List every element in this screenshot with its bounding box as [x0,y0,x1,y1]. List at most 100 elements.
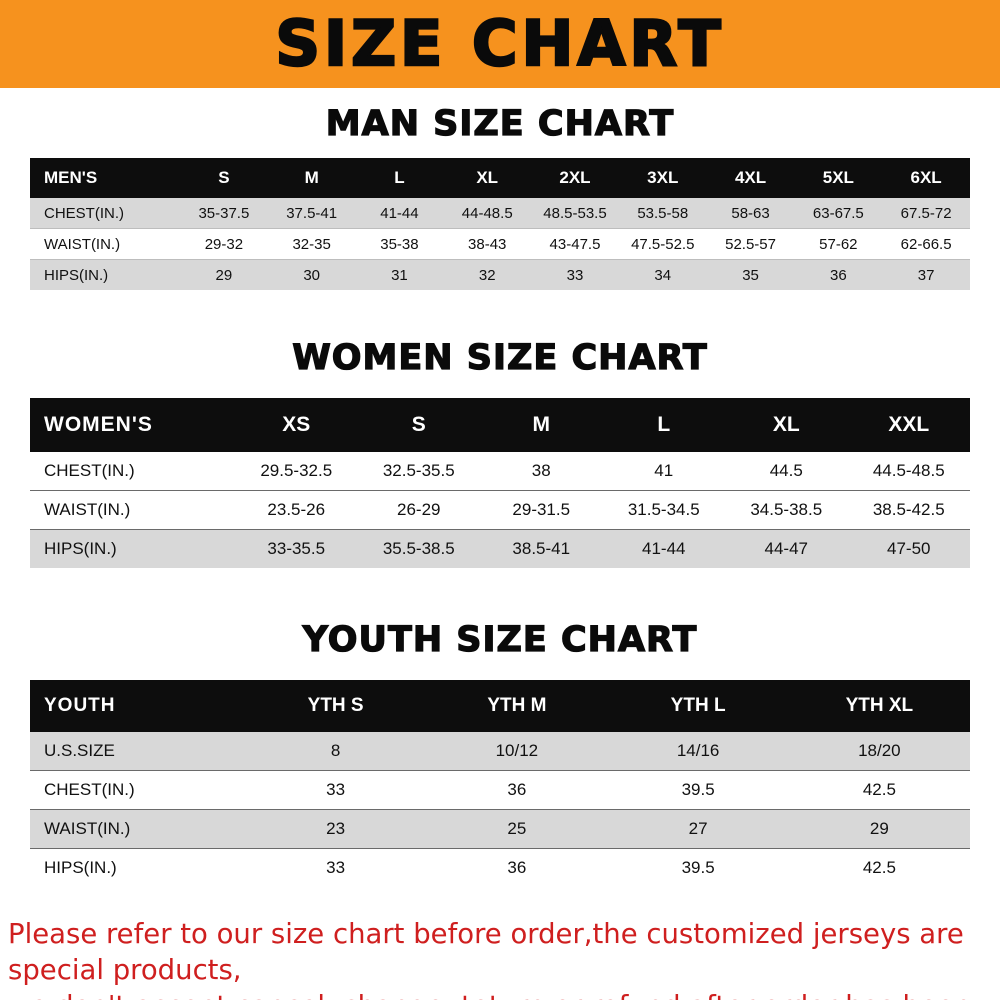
table-cell: 38.5-42.5 [872,500,945,519]
row-label: CHEST(IN.) [44,461,135,480]
table-cell: 33 [326,858,346,877]
table-cell: 48.5-53.5 [543,204,607,222]
youth-section-heading: YOUTH SIZE CHART [302,619,698,660]
column-header: XL [476,168,499,187]
table-cell: 35 [742,266,759,284]
table-cell: 41 [654,461,674,480]
table-cell: 58-63 [731,204,770,222]
table-cell: 63-67.5 [812,204,864,222]
table-row: U.S.SIZE 8 10/12 14/16 18/20 [30,732,970,771]
table-cell: 41-44 [380,204,419,222]
column-header: YTH M [487,695,547,716]
table-cell: 29-32 [204,235,244,253]
table-cell: 35.5-38.5 [382,539,455,558]
column-header: L [394,168,405,187]
table-cell: 47-50 [887,539,931,558]
table-cell: 44-48.5 [461,204,513,222]
table-cell: 53.5-58 [637,204,689,222]
table-cell: 33 [326,780,346,799]
column-header: L [657,413,671,436]
table-row: CHEST(IN.) 33 36 39.5 42.5 [30,771,970,810]
table-cell: 32 [478,266,496,284]
men-section-heading: MAN SIZE CHART [325,103,675,144]
table-row: HIPS(IN.) 33 36 39.5 42.5 [30,849,970,887]
table-cell: 18/20 [858,741,901,760]
table-cell: 39.5 [681,858,715,877]
table-title: WOMEN'S [44,413,153,436]
table-cell: 8 [330,741,341,760]
row-label: CHEST(IN.) [44,780,135,799]
page-title: SIZE CHART [274,7,725,80]
table-row: CHEST(IN.) 29.5-32.5 32.5-35.5 38 41 44.… [30,452,970,491]
column-header: S [411,413,426,436]
table-cell: 35-37.5 [198,204,250,222]
row-label: WAIST(IN.) [44,819,131,838]
table-cell: 42.5 [862,780,896,799]
banner: SIZE CHART [0,0,1000,88]
table-cell: 37 [917,266,935,284]
table-cell: 36 [507,780,527,799]
column-header: 3XL [647,168,679,187]
table-cell: 39.5 [681,780,715,799]
table-row: HIPS(IN.) 33-35.5 35.5-38.5 38.5-41 41-4… [30,530,970,568]
table-cell: 29 [215,266,233,284]
table-cell: 38 [531,461,551,480]
table-cell: 34.5-38.5 [750,500,823,519]
table-cell: 33 [566,266,584,284]
column-header: XS [282,413,311,436]
column-header: YTH L [670,695,726,716]
disclaimer-line-2: we don't accept cancel, change, teturn o… [8,989,992,1000]
table-cell: 47.5-52.5 [631,235,695,253]
table-header-row: MEN'S S M L XL 2XL 3XL 4XL 5XL 6XL [30,158,970,198]
column-header: M [304,168,319,187]
table-row: HIPS(IN.) 29 30 31 32 33 34 35 36 37 [30,260,970,290]
row-label: WAIST(IN.) [44,500,131,519]
row-label: WAIST(IN.) [44,235,121,253]
column-header: M [532,413,551,436]
table-row: WAIST(IN.) 23 25 27 29 [30,810,970,849]
row-label: HIPS(IN.) [44,858,117,877]
table-cell: 31.5-34.5 [627,500,700,519]
table-row: WAIST(IN.) 29-32 32-35 35-38 38-43 43-47… [30,229,970,260]
column-header: 5XL [822,168,854,187]
table-cell: 32-35 [292,235,331,253]
column-header: YTH XL [845,695,914,716]
column-header: XL [772,413,800,436]
table-cell: 25 [507,819,527,838]
row-label: HIPS(IN.) [44,266,109,284]
table-cell: 35-38 [380,235,419,253]
table-cell: 62-66.5 [900,235,952,253]
table-cell: 67.5-72 [900,204,952,222]
table-cell: 57-62 [819,235,858,253]
table-cell: 23.5-26 [267,500,326,519]
column-header: 2XL [559,168,591,187]
table-cell: 30 [303,266,320,284]
table-cell: 38.5-41 [512,539,571,558]
table-cell: 52.5-57 [725,235,776,253]
table-header-row: WOMEN'S XS S M L XL XXL [30,398,970,452]
table-cell: 44.5 [769,461,803,480]
table-cell: 33-35.5 [267,539,326,558]
women-size-table: WOMEN'S XS S M L XL XXL CHEST(IN.) 29.5-… [30,398,970,568]
table-cell: 36 [507,858,527,877]
table-title: MEN'S [44,168,98,187]
table-title: YOUTH [44,695,116,716]
table-cell: 41-44 [642,539,686,558]
column-header: YTH S [307,695,364,716]
row-label: U.S.SIZE [44,741,115,760]
table-cell: 36 [829,266,847,284]
column-header: XXL [888,413,930,436]
table-cell: 29-31.5 [512,500,571,519]
table-cell: 23 [326,819,346,838]
column-header: 4XL [734,168,767,187]
table-cell: 44.5-48.5 [872,461,945,480]
table-cell: 31 [391,266,408,284]
table-cell: 37.5-41 [286,204,338,222]
table-cell: 43-47.5 [549,235,601,253]
column-header: S [218,168,230,187]
youth-size-table: YOUTH YTH S YTH M YTH L YTH XL U.S.SIZE … [30,680,970,887]
table-cell: 14/16 [676,741,720,760]
column-header: 6XL [910,168,942,187]
table-cell: 34 [654,266,672,284]
